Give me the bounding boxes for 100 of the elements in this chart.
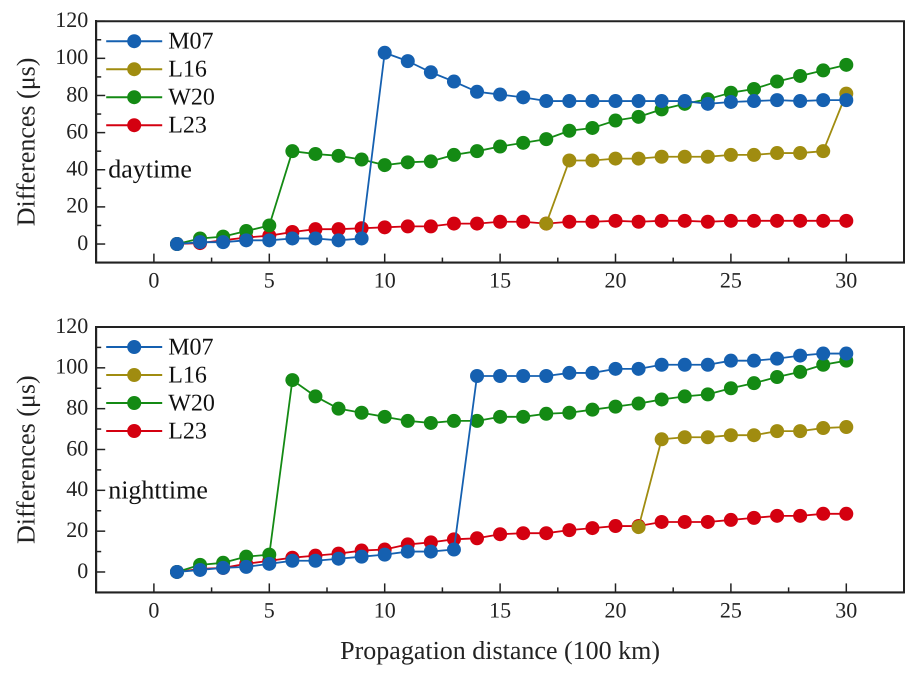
point	[816, 63, 830, 78]
point	[793, 146, 808, 160]
y-tick-label: 100	[55, 44, 88, 70]
point	[770, 74, 784, 89]
point	[516, 90, 530, 104]
point	[793, 68, 808, 83]
point	[793, 424, 808, 438]
y-tick-label: 40	[66, 476, 88, 502]
x-tick-label: 15	[489, 268, 512, 293]
point	[493, 527, 508, 542]
point	[539, 406, 554, 421]
point	[746, 354, 761, 368]
point	[400, 414, 415, 428]
y-tick-label: 40	[66, 156, 88, 181]
legend-label: L23	[168, 418, 207, 444]
point	[332, 552, 346, 566]
point	[308, 231, 322, 246]
point	[770, 146, 784, 160]
point	[678, 214, 692, 228]
point	[700, 430, 715, 444]
legend-label: L16	[168, 362, 207, 388]
point	[493, 214, 508, 229]
point	[562, 124, 576, 138]
point	[378, 46, 392, 60]
point	[493, 140, 508, 154]
y-tick-label: 60	[66, 435, 88, 460]
point	[793, 94, 808, 108]
point	[654, 150, 669, 164]
point	[724, 428, 738, 442]
y-axis-title: Differences (μs)	[11, 58, 40, 226]
point	[608, 114, 622, 128]
point	[354, 406, 369, 420]
point	[839, 346, 854, 361]
x-tick-label: 10	[374, 597, 396, 622]
point	[424, 219, 438, 234]
point	[400, 544, 415, 559]
point	[516, 526, 530, 540]
point	[746, 82, 761, 96]
point	[424, 154, 438, 168]
point	[400, 54, 415, 68]
point	[378, 410, 392, 424]
point	[816, 93, 830, 108]
point	[446, 216, 461, 231]
point	[585, 402, 600, 417]
x-tick-label: 20	[604, 597, 626, 622]
point	[262, 556, 276, 571]
annotation: nighttime	[108, 475, 208, 504]
legend-label: W20	[168, 84, 215, 110]
x-tick-label: 15	[489, 597, 512, 622]
y-tick-label: 0	[77, 558, 88, 583]
point	[793, 348, 808, 363]
point	[632, 396, 646, 411]
point	[632, 214, 646, 229]
y-tick-label: 20	[66, 192, 88, 218]
point	[654, 94, 669, 108]
point	[678, 150, 692, 164]
point	[585, 153, 600, 168]
legend-label: M07	[168, 28, 214, 54]
point	[354, 231, 369, 246]
point	[446, 74, 461, 89]
point	[608, 362, 622, 376]
point	[839, 93, 854, 108]
point	[746, 148, 761, 162]
point	[746, 428, 761, 442]
x-tick-label: 0	[148, 597, 160, 622]
point	[816, 346, 830, 361]
point	[700, 214, 715, 229]
point	[446, 148, 461, 162]
legend-label: M07	[168, 334, 214, 360]
y-tick-label: 20	[66, 516, 88, 542]
point	[285, 144, 300, 158]
point	[285, 231, 300, 246]
point	[678, 358, 692, 372]
point	[793, 508, 808, 523]
point	[608, 94, 622, 108]
point	[770, 352, 784, 366]
point	[446, 542, 461, 557]
point	[654, 358, 669, 372]
point	[839, 58, 854, 72]
point	[539, 94, 554, 108]
point	[332, 222, 346, 236]
point	[839, 420, 854, 434]
point	[770, 214, 784, 228]
legend-label: W20	[168, 390, 215, 416]
point	[746, 376, 761, 390]
point	[539, 368, 554, 383]
y-tick-label: 80	[66, 394, 88, 420]
point	[470, 144, 484, 158]
point	[632, 152, 646, 166]
point	[678, 94, 692, 108]
point	[816, 421, 830, 436]
point	[678, 389, 692, 404]
point	[632, 110, 646, 124]
point	[632, 94, 646, 108]
point	[770, 508, 784, 523]
x-tick-label: 25	[720, 268, 742, 293]
point	[793, 214, 808, 228]
point	[608, 152, 622, 166]
y-tick-label: 0	[77, 230, 88, 255]
point	[285, 554, 300, 568]
